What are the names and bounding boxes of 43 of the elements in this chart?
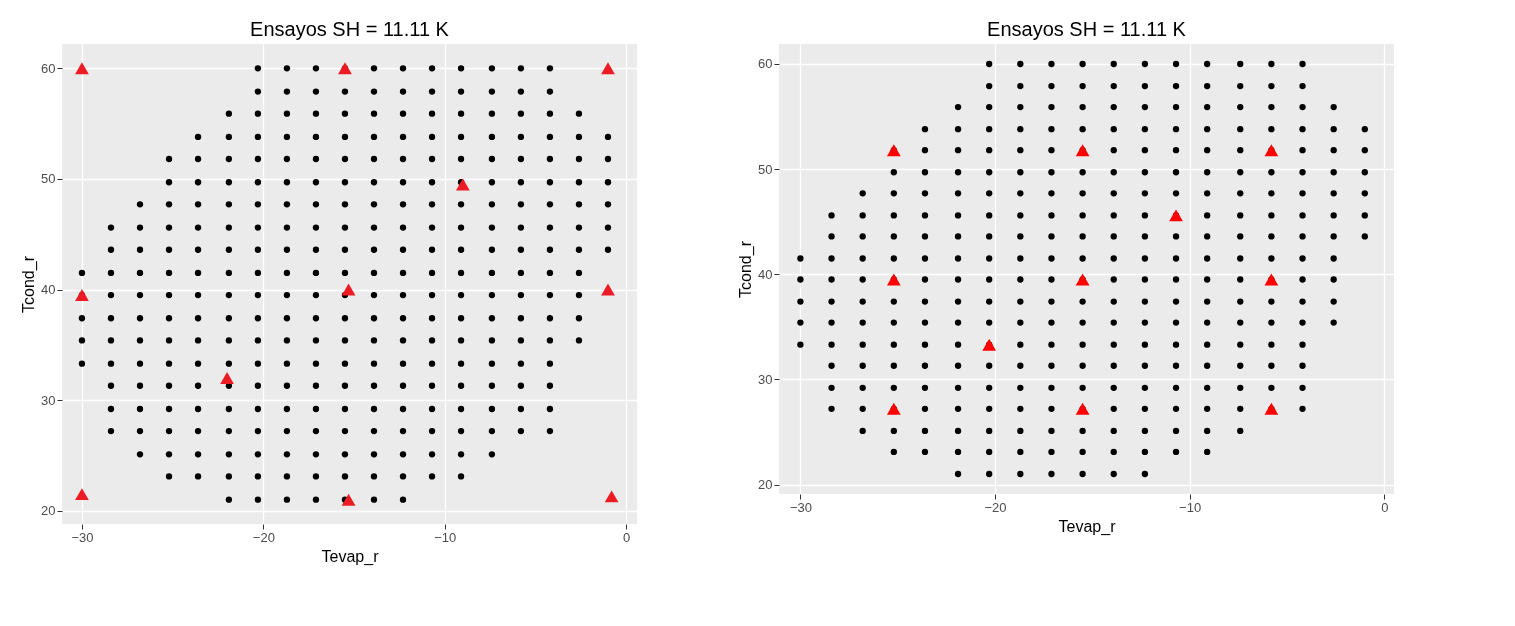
y-tick-label: 60 bbox=[41, 60, 56, 76]
point bbox=[1264, 273, 1279, 286]
x-tick-label: −20 bbox=[252, 529, 275, 545]
point bbox=[1075, 144, 1090, 157]
point bbox=[75, 488, 89, 501]
y-tick-label: 20 bbox=[41, 503, 56, 519]
chart-title: Ensayos SH = 11.11 K bbox=[987, 18, 1187, 40]
y-tick-label: 50 bbox=[41, 171, 56, 187]
x-tick-label: −10 bbox=[434, 529, 457, 545]
point bbox=[75, 62, 89, 75]
y-axis-title: Tcond_r bbox=[737, 240, 756, 298]
point bbox=[601, 62, 615, 75]
y-tick-label: 30 bbox=[41, 392, 56, 408]
y-tick-label: 40 bbox=[758, 266, 773, 282]
point bbox=[220, 372, 234, 384]
point bbox=[341, 283, 356, 296]
point bbox=[341, 493, 356, 506]
x-tick-label: −30 bbox=[71, 529, 94, 545]
y-tick-label: 50 bbox=[758, 161, 773, 177]
point bbox=[1264, 402, 1279, 415]
y-tick-label: 30 bbox=[758, 371, 773, 387]
point bbox=[601, 283, 615, 296]
x-tick-label: 0 bbox=[1381, 499, 1389, 515]
chart-title: Ensayos SH = 11.11 K bbox=[250, 18, 450, 40]
x-axis-title: Tevap_r bbox=[321, 547, 380, 566]
point bbox=[982, 338, 997, 351]
x-tick-label: −10 bbox=[1179, 499, 1202, 515]
point bbox=[1075, 402, 1090, 415]
y-tick-label: 60 bbox=[758, 56, 773, 72]
point bbox=[455, 178, 470, 191]
point bbox=[1075, 273, 1090, 286]
x-tick-label: −30 bbox=[789, 499, 812, 515]
point bbox=[604, 490, 619, 503]
y-tick-label: 20 bbox=[758, 477, 773, 493]
point bbox=[886, 402, 901, 415]
point bbox=[886, 273, 901, 286]
y-axis-title: Tcond_r bbox=[20, 255, 39, 313]
x-axis-title: Tevap_r bbox=[1058, 517, 1117, 536]
x-tick-label: −20 bbox=[984, 499, 1007, 515]
x-tick-label: 0 bbox=[623, 529, 631, 545]
point bbox=[1264, 144, 1279, 157]
point bbox=[886, 144, 901, 157]
y-tick-label: 40 bbox=[41, 282, 56, 298]
